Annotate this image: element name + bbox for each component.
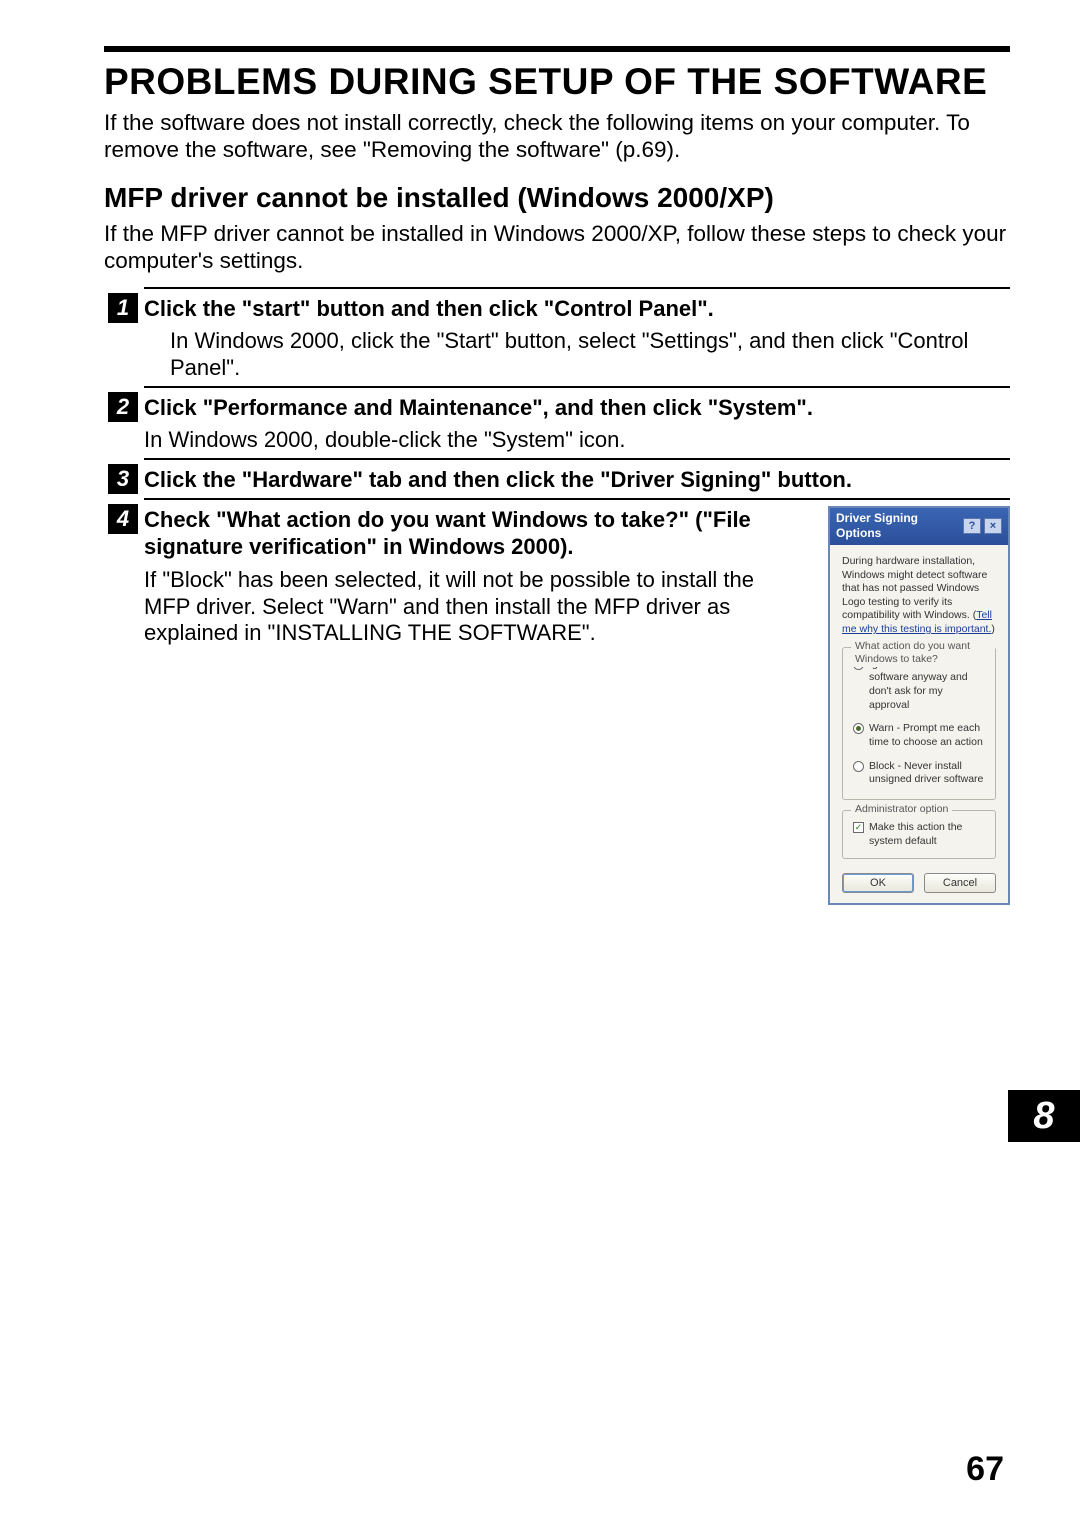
step-2: 2 Click "Performance and Maintenance", a… bbox=[144, 386, 1010, 454]
fieldset-legend: What action do you want Windows to take? bbox=[851, 640, 995, 667]
step-4-text: Check "What action do you want Windows t… bbox=[144, 506, 792, 647]
checkmark-icon: ✓ bbox=[855, 823, 863, 832]
dialog-title: Driver Signing Options bbox=[836, 511, 963, 542]
step-title: Click the "Hardware" tab and then click … bbox=[144, 466, 1010, 494]
step-number-badge: 2 bbox=[108, 392, 138, 422]
subheading: MFP driver cannot be installed (Windows … bbox=[104, 182, 1010, 214]
radio-label: Block - Never install unsigned driver so… bbox=[869, 760, 985, 787]
checkbox-label: Make this action the system default bbox=[869, 821, 985, 848]
close-icon[interactable]: × bbox=[984, 518, 1002, 534]
chapter-tab: 8 bbox=[1008, 1090, 1080, 1142]
step-rule bbox=[144, 458, 1010, 460]
step-number-badge: 1 bbox=[108, 293, 138, 323]
radio-label: Warn - Prompt me each time to choose an … bbox=[869, 722, 985, 749]
top-rule bbox=[104, 46, 1010, 52]
radio-icon bbox=[853, 761, 864, 772]
step-3: 3 Click the "Hardware" tab and then clic… bbox=[144, 458, 1010, 494]
step-body: In Windows 2000, double-click the "Syste… bbox=[144, 427, 1010, 454]
cancel-button[interactable]: Cancel bbox=[924, 873, 996, 893]
dialog-button-row: OK Cancel bbox=[842, 869, 996, 893]
page-number: 67 bbox=[966, 1450, 1004, 1489]
step-rule bbox=[144, 498, 1010, 500]
ok-button[interactable]: OK bbox=[842, 873, 914, 893]
dialog-desc-suffix: ) bbox=[991, 623, 995, 635]
action-fieldset: What action do you want Windows to take?… bbox=[842, 647, 996, 800]
radio-icon bbox=[853, 723, 864, 734]
step-4: 4 Check "What action do you want Windows… bbox=[144, 498, 1010, 905]
dialog-titlebar[interactable]: Driver Signing Options ? × bbox=[830, 508, 1008, 545]
fieldset-legend: Administrator option bbox=[851, 803, 952, 817]
dialog-desc-prefix: During hardware installation, Windows mi… bbox=[842, 555, 987, 622]
step-number-badge: 4 bbox=[108, 504, 138, 534]
radio-warn[interactable]: Warn - Prompt me each time to choose an … bbox=[853, 722, 985, 749]
page-title: PROBLEMS DURING SETUP OF THE SOFTWARE bbox=[104, 61, 1010, 103]
step-title: Click "Performance and Maintenance", and… bbox=[144, 394, 1010, 422]
checkbox-icon: ✓ bbox=[853, 822, 864, 833]
step-title: Check "What action do you want Windows t… bbox=[144, 506, 792, 561]
step-rule bbox=[144, 287, 1010, 289]
step-rule bbox=[144, 386, 1010, 388]
steps-list: 1 Click the "start" button and then clic… bbox=[104, 287, 1010, 905]
admin-fieldset: Administrator option ✓ Make this action … bbox=[842, 810, 996, 859]
radio-selected-dot bbox=[856, 726, 861, 731]
intro-text: If the software does not install correct… bbox=[104, 109, 1010, 164]
step-1: 1 Click the "start" button and then clic… bbox=[144, 287, 1010, 382]
subheading-intro: If the MFP driver cannot be installed in… bbox=[104, 220, 1010, 275]
dialog-body: During hardware installation, Windows mi… bbox=[830, 545, 1008, 903]
step-4-content: Check "What action do you want Windows t… bbox=[144, 506, 1010, 905]
step-number-badge: 3 bbox=[108, 464, 138, 494]
driver-signing-dialog: Driver Signing Options ? × During hardwa… bbox=[828, 506, 1010, 905]
help-icon[interactable]: ? bbox=[963, 518, 981, 534]
radio-block[interactable]: Block - Never install unsigned driver so… bbox=[853, 760, 985, 787]
dialog-title-buttons: ? × bbox=[963, 518, 1002, 534]
step-body: In Windows 2000, click the "Start" butto… bbox=[144, 328, 1010, 382]
step-body: If "Block" has been selected, it will no… bbox=[144, 567, 792, 647]
dialog-description: During hardware installation, Windows mi… bbox=[842, 555, 996, 637]
document-page: PROBLEMS DURING SETUP OF THE SOFTWARE If… bbox=[0, 0, 1080, 1529]
checkbox-default[interactable]: ✓ Make this action the system default bbox=[853, 821, 985, 848]
step-title: Click the "start" button and then click … bbox=[144, 295, 1010, 323]
